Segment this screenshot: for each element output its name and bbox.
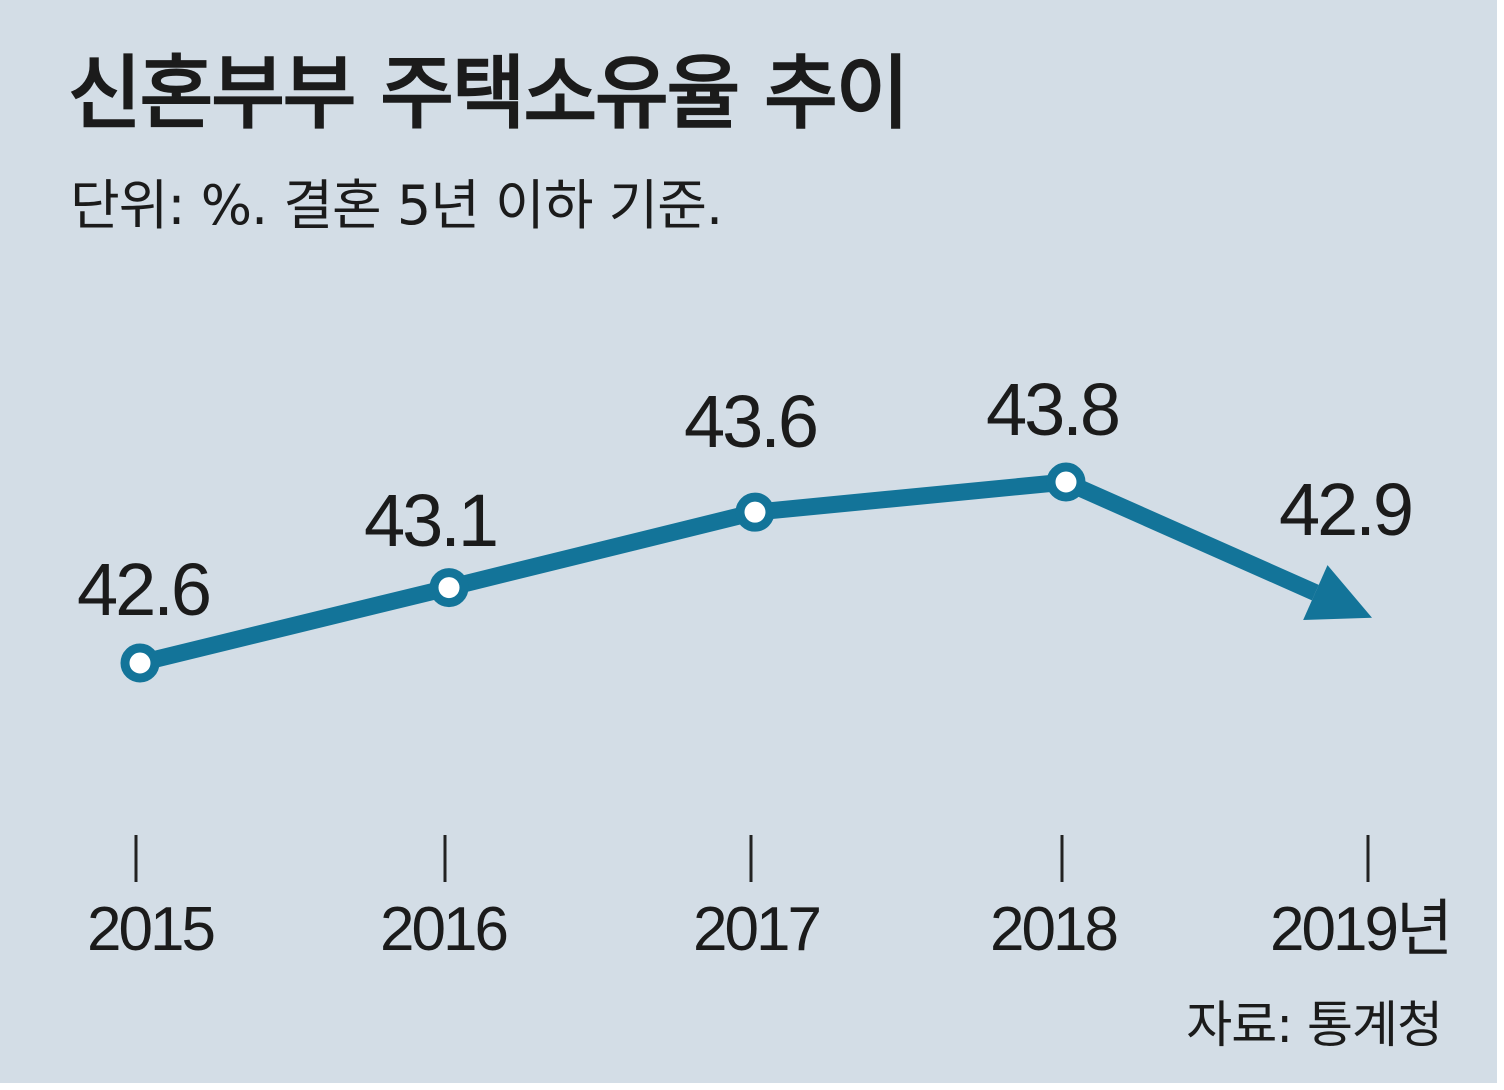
- x-tick-label: 2019년: [1270, 895, 1450, 964]
- data-label-2019: 42.9: [1279, 468, 1411, 551]
- x-tick-label: 2018: [990, 895, 1116, 964]
- data-point-2016: [429, 568, 469, 608]
- data-point-2018: [1046, 462, 1086, 502]
- data-label-2018: 43.8: [986, 368, 1118, 451]
- chart-title: 신혼부부 주택소유율 추이: [68, 47, 909, 140]
- chart-subtitle: 단위: %. 결혼 5년 이하 기준.: [70, 174, 723, 237]
- data-label-2017: 43.6: [684, 380, 816, 463]
- data-label-2015: 42.6: [77, 548, 209, 631]
- x-tick-label: 2015: [87, 895, 213, 964]
- x-tick-label: 2016: [380, 895, 506, 964]
- series-line: [137, 473, 1319, 672]
- data-point-group: [120, 462, 1086, 683]
- data-label-group: 42.6 43.1 43.6 43.8 42.9: [77, 368, 1414, 631]
- data-point-2015: [120, 643, 160, 683]
- data-label-2016: 43.1: [364, 479, 496, 562]
- data-point-2017: [735, 492, 775, 532]
- x-axis: 2015 2016 2017 2018 2019년: [87, 835, 1453, 964]
- source-note: 자료: 통계청: [1186, 996, 1443, 1054]
- x-tick-label: 2017: [693, 895, 819, 964]
- series-arrow-head: [1303, 565, 1372, 621]
